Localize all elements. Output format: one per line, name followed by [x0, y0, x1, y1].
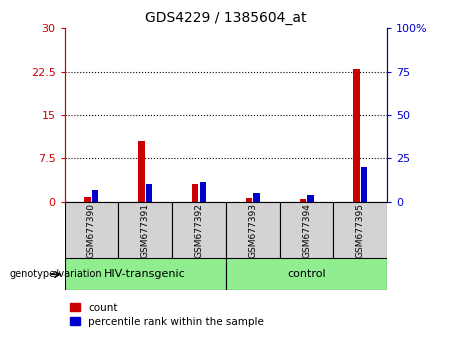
Bar	[92, 190, 99, 202]
Text: control: control	[287, 269, 326, 279]
Text: HIV-transgenic: HIV-transgenic	[104, 269, 186, 279]
FancyBboxPatch shape	[333, 202, 387, 258]
Text: GSM677392: GSM677392	[195, 202, 203, 258]
FancyBboxPatch shape	[118, 202, 172, 258]
Text: GSM677394: GSM677394	[302, 202, 311, 258]
FancyBboxPatch shape	[226, 258, 387, 290]
FancyBboxPatch shape	[280, 202, 333, 258]
FancyBboxPatch shape	[172, 202, 226, 258]
Text: GSM677390: GSM677390	[87, 202, 96, 258]
Legend: count, percentile rank within the sample: count, percentile rank within the sample	[70, 303, 264, 327]
Bar	[84, 197, 91, 202]
Bar	[307, 195, 313, 202]
Text: GSM677393: GSM677393	[248, 202, 257, 258]
Bar	[146, 184, 152, 202]
Bar	[200, 182, 206, 202]
Bar	[138, 141, 145, 202]
FancyBboxPatch shape	[65, 202, 118, 258]
Bar	[300, 199, 306, 202]
Bar	[353, 69, 360, 202]
FancyBboxPatch shape	[226, 202, 280, 258]
Text: GSM677395: GSM677395	[356, 202, 365, 258]
Bar	[361, 167, 367, 202]
Text: GSM677391: GSM677391	[141, 202, 150, 258]
Bar	[192, 184, 198, 202]
FancyBboxPatch shape	[65, 258, 226, 290]
Title: GDS4229 / 1385604_at: GDS4229 / 1385604_at	[145, 11, 307, 24]
Bar	[246, 198, 252, 202]
Text: genotype/variation: genotype/variation	[9, 269, 102, 279]
Bar	[253, 193, 260, 202]
